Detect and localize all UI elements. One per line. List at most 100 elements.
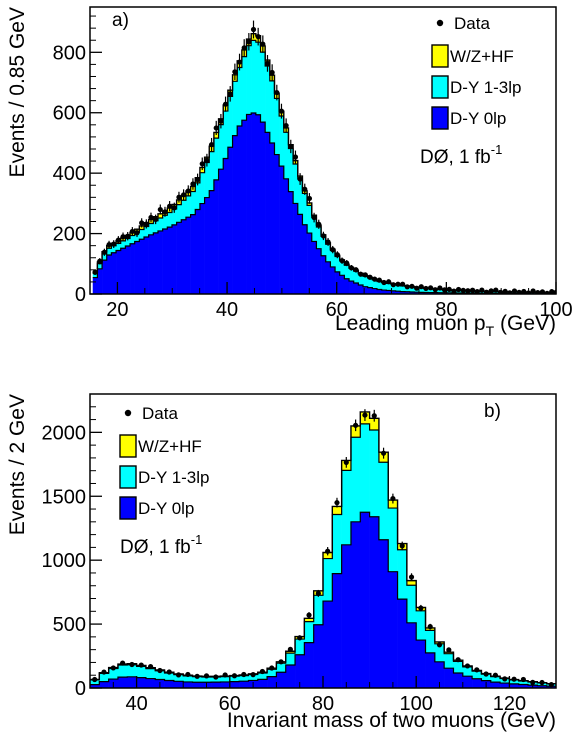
data-point <box>260 41 266 47</box>
data-point <box>250 672 256 678</box>
dy13lp-bar <box>274 98 280 155</box>
dy0lp-outline <box>92 112 556 294</box>
dy0lp-bar <box>313 624 324 688</box>
whf-bar <box>388 500 398 509</box>
dy0lp-bar <box>232 135 238 294</box>
data-point <box>446 286 452 292</box>
data-point <box>92 269 98 275</box>
whf-bar <box>139 225 145 230</box>
whf-bar <box>157 213 163 218</box>
panel-label: a) <box>112 10 129 31</box>
data-point <box>353 422 359 428</box>
dy0lp-bar <box>199 203 205 294</box>
dy13lp-bar <box>360 423 370 513</box>
data-point <box>372 276 378 282</box>
x-tick-label: 60 <box>219 693 241 715</box>
dy0lp-bar <box>509 683 520 688</box>
dy13lp-bar <box>127 664 137 677</box>
dy13lp-bar <box>201 676 212 683</box>
dy13lp-bar <box>335 256 341 272</box>
data-point <box>181 192 187 198</box>
y-tick-label: 0 <box>75 678 86 700</box>
data-point <box>264 60 271 66</box>
y-tick-label: 2000 <box>42 422 87 444</box>
data-point <box>530 288 536 294</box>
data-point <box>371 413 377 419</box>
data-point <box>231 673 238 679</box>
data-point <box>362 272 368 278</box>
dy0lp-bar <box>293 203 299 294</box>
data-point <box>101 669 107 675</box>
x-tick-label: 100 <box>539 299 572 321</box>
whf-bar <box>285 651 296 654</box>
dy13lp-bar <box>434 643 445 662</box>
y-tick-label: 800 <box>53 42 86 64</box>
dy0lp-bar <box>307 233 313 294</box>
dy13lp-bar <box>269 80 275 143</box>
panel-a: 20 40 60 80 100 0 200 400 600 800 Leading muon pT … <box>6 6 573 339</box>
dy13lp-bar <box>288 148 294 192</box>
data-point <box>348 265 354 271</box>
data-point <box>213 674 219 680</box>
dy0lp-bar <box>265 132 271 294</box>
dy13lp-bar <box>195 182 201 210</box>
dy0lp-bar <box>397 599 408 688</box>
data-point <box>436 642 443 648</box>
dy0lp-bar <box>144 237 149 294</box>
dy13lp-bar <box>148 223 154 235</box>
data-point <box>376 277 382 283</box>
dy0lp-bar <box>323 601 333 688</box>
whf-bar <box>323 552 333 559</box>
dy13lp-bar <box>302 193 308 225</box>
data-point <box>208 142 215 148</box>
data-point <box>288 143 294 150</box>
dy0lp-bar <box>353 283 359 294</box>
dy0lp-bar <box>434 661 445 688</box>
dy0lp-bar <box>257 679 268 688</box>
dy0lp-bar <box>90 684 100 688</box>
dy13lp-bar <box>155 670 165 680</box>
data-point <box>306 195 313 202</box>
dy0lp-bar <box>372 288 378 294</box>
data-point <box>125 233 131 239</box>
panel-b: 40 60 80 100 120 0 500 1000 1500 2000 Invariant ma… <box>6 393 557 732</box>
dy13lp-bar <box>125 238 131 246</box>
data-point <box>483 289 490 294</box>
dy0lp-bar <box>425 652 436 688</box>
dy13lp-bar <box>283 132 289 179</box>
dy0lp-bar <box>462 676 473 688</box>
dy13lp-bar <box>108 668 119 680</box>
data-point <box>166 669 172 675</box>
experiment-label: DØ, 1 fb-1 <box>120 532 202 558</box>
dy13lp-bar <box>111 245 117 253</box>
dy0lp-bar <box>255 114 261 294</box>
dy0lp-bar <box>332 573 342 688</box>
dy0lp-bar <box>130 243 135 294</box>
x-tick-label: 40 <box>125 693 147 715</box>
dy0lp-bar <box>344 278 350 294</box>
dy13lp-bar <box>416 610 426 641</box>
dy0lp-bar <box>162 229 168 294</box>
legend-label: Data <box>142 404 178 423</box>
dy0lp-bar <box>339 275 345 294</box>
dy13lp-bar <box>276 663 287 673</box>
dy0lp-bar <box>350 521 361 688</box>
data-point <box>502 676 508 682</box>
data-point <box>292 154 299 160</box>
data-point <box>367 274 373 280</box>
data-point <box>455 286 462 293</box>
dy13lp-bar <box>462 666 473 677</box>
data-point <box>157 206 163 213</box>
y-tick-label: 200 <box>53 224 86 246</box>
dy0lp-bar <box>325 261 331 294</box>
data-point <box>325 548 331 554</box>
data-point <box>129 228 135 235</box>
dy0lp-bar <box>171 224 177 294</box>
data-point <box>147 663 154 670</box>
dy0lp-bar <box>404 291 410 294</box>
data-point <box>502 288 508 294</box>
data-point <box>213 125 219 131</box>
data-point <box>120 234 126 240</box>
dy13lp-bar <box>321 236 327 256</box>
